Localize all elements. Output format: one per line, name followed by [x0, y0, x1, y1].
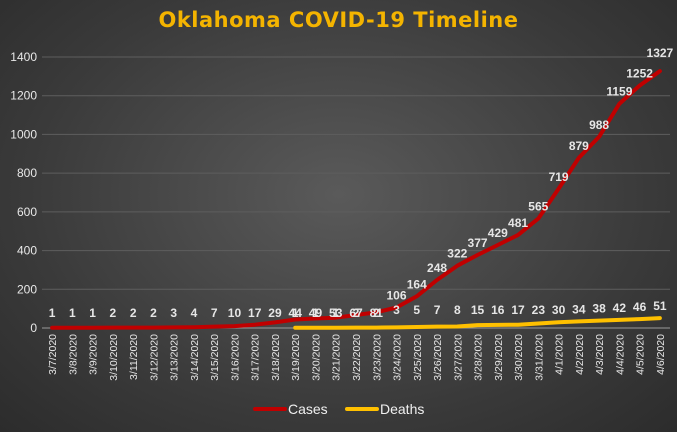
x-tick-label: 3/30/2020 [513, 334, 525, 381]
legend-label-cases: Cases [288, 401, 328, 417]
x-tick-label: 3/24/2020 [392, 334, 404, 381]
y-tick-label: 0 [30, 321, 37, 335]
y-tick-label: 600 [17, 205, 37, 219]
legend-label-deaths: Deaths [380, 401, 424, 417]
data-label-cases: 988 [589, 118, 609, 132]
data-label-deaths: 16 [491, 303, 505, 317]
x-tick-label: 4/5/2020 [635, 334, 647, 375]
x-tick-label: 3/15/2020 [209, 334, 221, 381]
x-tick-label: 3/20/2020 [310, 334, 322, 381]
data-label-deaths: 38 [592, 302, 606, 316]
y-tick-label: 1400 [10, 50, 37, 64]
x-tick-label: 4/4/2020 [614, 334, 626, 375]
data-label-deaths: 15 [471, 303, 485, 317]
data-label-deaths: 5 [413, 303, 420, 317]
x-tick-label: 3/29/2020 [493, 334, 505, 381]
x-tick-label: 3/21/2020 [331, 334, 343, 381]
x-tick-label: 3/22/2020 [351, 334, 363, 381]
data-label-deaths: 3 [393, 303, 400, 317]
data-label-deaths: 2 [353, 306, 360, 320]
data-label-deaths: 8 [454, 303, 461, 317]
data-label-cases: 719 [549, 170, 569, 184]
x-tick-label: 3/7/2020 [47, 334, 59, 375]
data-label-cases: 4 [191, 306, 198, 320]
x-tick-label: 3/10/2020 [108, 334, 120, 381]
data-label-deaths: 51 [653, 299, 667, 313]
data-label-cases: 481 [508, 216, 528, 230]
y-tick-label: 200 [17, 282, 37, 296]
x-tick-label: 3/17/2020 [250, 334, 262, 381]
data-label-deaths: 34 [572, 302, 586, 316]
data-label-cases: 44 [289, 306, 303, 320]
data-label-cases: 17 [248, 306, 262, 320]
data-label-cases: 29 [268, 306, 282, 320]
chart-title: Oklahoma COVID-19 Timeline [158, 8, 519, 32]
data-label-deaths: 1 [292, 306, 299, 320]
x-tick-label: 3/31/2020 [533, 334, 545, 381]
data-label-cases: 377 [468, 236, 488, 250]
y-tick-label: 800 [17, 166, 37, 180]
data-label-cases: 2 [150, 306, 157, 320]
data-label-cases: 1 [69, 306, 76, 320]
x-tick-label: 3/26/2020 [432, 334, 444, 381]
data-label-deaths: 42 [613, 301, 627, 315]
data-label-cases: 879 [569, 139, 589, 153]
data-label-deaths: 23 [532, 303, 546, 317]
data-label-cases: 565 [528, 200, 548, 214]
data-label-cases: 7 [211, 306, 218, 320]
data-label-cases: 49 [309, 306, 323, 320]
x-tick-label: 3/19/2020 [290, 334, 302, 381]
data-label-deaths: 17 [511, 303, 525, 317]
x-tick-label: 3/25/2020 [412, 334, 424, 381]
data-label-cases: 81 [370, 306, 384, 320]
y-tick-label: 1000 [10, 127, 37, 141]
x-tick-label: 3/18/2020 [270, 334, 282, 381]
x-tick-label: 3/27/2020 [452, 334, 464, 381]
x-tick-label: 3/9/2020 [88, 334, 100, 375]
series-line-deaths [293, 316, 662, 330]
data-label-cases: 2 [130, 306, 137, 320]
data-label-deaths: 1 [332, 306, 339, 320]
data-label-cases: 10 [228, 306, 242, 320]
series-line-cases [50, 69, 662, 330]
data-label-cases: 1327 [647, 46, 674, 60]
x-tick-label: 3/28/2020 [473, 334, 485, 381]
x-tick-label: 3/16/2020 [229, 334, 241, 381]
x-tick-label: 3/12/2020 [148, 334, 160, 381]
data-label-cases: 248 [427, 261, 447, 275]
data-label-deaths: 30 [552, 303, 566, 317]
data-label-cases: 2 [110, 306, 117, 320]
data-label-cases: 164 [407, 277, 427, 291]
data-label-deaths: 46 [633, 300, 647, 314]
data-label-cases: 429 [488, 226, 508, 240]
data-label-deaths: 2 [373, 306, 380, 320]
y-tick-label: 1200 [10, 89, 37, 103]
data-label-cases: 106 [387, 288, 407, 302]
data-label-cases: 1 [49, 306, 56, 320]
x-tick-label: 4/2/2020 [574, 334, 586, 375]
x-tick-label: 3/13/2020 [169, 334, 181, 381]
data-label-cases: 67 [349, 306, 363, 320]
x-tick-label: 4/6/2020 [655, 334, 667, 375]
data-label-deaths: 1 [312, 306, 319, 320]
data-label-cases: 1159 [606, 85, 632, 99]
x-tick-label: 4/3/2020 [594, 334, 606, 375]
x-tick-label: 3/8/2020 [67, 334, 79, 375]
x-tick-label: 3/11/2020 [128, 334, 140, 380]
data-label-cases: 1252 [626, 67, 653, 81]
x-tick-label: 4/1/2020 [554, 334, 566, 375]
data-label-cases: 53 [329, 306, 343, 320]
data-label-deaths: 7 [434, 303, 441, 317]
x-tick-label: 3/23/2020 [371, 334, 383, 381]
y-tick-label: 400 [17, 244, 37, 258]
x-tick-label: 3/14/2020 [189, 334, 201, 381]
data-label-cases: 3 [170, 306, 177, 320]
data-label-cases: 322 [447, 247, 467, 261]
data-label-cases: 1 [89, 306, 96, 320]
